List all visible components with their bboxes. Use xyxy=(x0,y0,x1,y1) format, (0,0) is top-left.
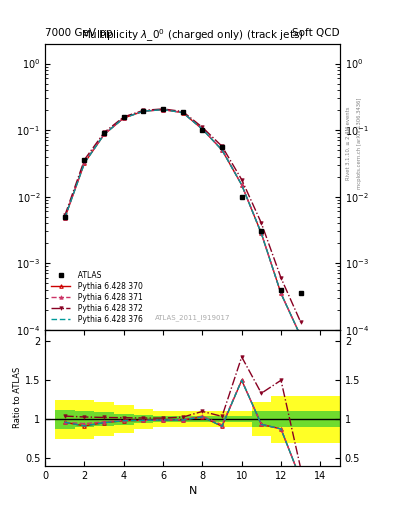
Text: 7000 GeV pp: 7000 GeV pp xyxy=(45,28,113,38)
  ATLAS xyxy=(82,157,87,163)
  Pythia 6.428 372 xyxy=(279,275,283,281)
  Pythia 6.428 372 xyxy=(62,212,67,219)
  Pythia 6.428 376 xyxy=(141,108,146,114)
  Pythia 6.428 371 xyxy=(180,110,185,116)
  Pythia 6.428 372 xyxy=(141,108,146,114)
  Pythia 6.428 376 xyxy=(200,126,205,132)
  Pythia 6.428 371 xyxy=(102,131,107,137)
  Pythia 6.428 376 xyxy=(279,290,283,296)
  Pythia 6.428 371 xyxy=(239,182,244,188)
Y-axis label: Ratio to ATLAS: Ratio to ATLAS xyxy=(13,367,22,429)
  Pythia 6.428 371 xyxy=(82,159,87,165)
  ATLAS xyxy=(239,194,244,200)
Line:   Pythia 6.428 370: Pythia 6.428 370 xyxy=(63,108,302,338)
  Pythia 6.428 371 xyxy=(220,146,224,153)
  Pythia 6.428 370 xyxy=(161,106,165,113)
  Pythia 6.428 372 xyxy=(121,114,126,120)
  Pythia 6.428 371 xyxy=(298,333,303,339)
  Pythia 6.428 376 xyxy=(298,333,303,339)
  Pythia 6.428 372 xyxy=(298,319,303,325)
  Pythia 6.428 370 xyxy=(200,126,205,132)
  Pythia 6.428 372 xyxy=(180,109,185,115)
  ATLAS xyxy=(279,287,283,293)
  Pythia 6.428 370 xyxy=(259,230,264,237)
  Pythia 6.428 370 xyxy=(121,115,126,121)
Line:   Pythia 6.428 371: Pythia 6.428 371 xyxy=(63,108,302,338)
  Pythia 6.428 370 xyxy=(279,290,283,296)
  Pythia 6.428 370 xyxy=(141,108,146,114)
  ATLAS xyxy=(121,114,126,120)
Title: Multiplicity $\lambda\_0^0$ (charged only) (track jets): Multiplicity $\lambda\_0^0$ (charged onl… xyxy=(81,27,304,44)
  ATLAS xyxy=(180,109,185,115)
  Pythia 6.428 376 xyxy=(62,215,67,221)
  ATLAS xyxy=(141,108,146,114)
  Pythia 6.428 372 xyxy=(239,177,244,183)
  Pythia 6.428 372 xyxy=(102,130,107,136)
  Pythia 6.428 376 xyxy=(180,110,185,116)
  Pythia 6.428 371 xyxy=(161,106,165,113)
  ATLAS xyxy=(102,130,107,136)
  Pythia 6.428 370 xyxy=(180,110,185,116)
Line:   ATLAS: ATLAS xyxy=(62,107,303,296)
Text: Rivet 3.1.10, ≥ 2.4M events: Rivet 3.1.10, ≥ 2.4M events xyxy=(345,106,350,180)
  Pythia 6.428 376 xyxy=(239,182,244,188)
  Pythia 6.428 371 xyxy=(279,290,283,296)
Line:   Pythia 6.428 376: Pythia 6.428 376 xyxy=(65,110,301,336)
  Pythia 6.428 376 xyxy=(259,230,264,237)
  Pythia 6.428 372 xyxy=(82,157,87,163)
  Pythia 6.428 370 xyxy=(298,333,303,339)
  Pythia 6.428 376 xyxy=(82,160,87,166)
  ATLAS xyxy=(259,228,264,234)
  Pythia 6.428 371 xyxy=(141,108,146,114)
  ATLAS xyxy=(161,106,165,113)
  ATLAS xyxy=(298,290,303,296)
  Pythia 6.428 370 xyxy=(220,147,224,153)
  Pythia 6.428 370 xyxy=(239,182,244,188)
  Pythia 6.428 376 xyxy=(121,115,126,121)
  Pythia 6.428 370 xyxy=(62,215,67,221)
  Pythia 6.428 376 xyxy=(161,106,165,113)
  Pythia 6.428 370 xyxy=(82,160,87,166)
  ATLAS xyxy=(62,214,67,220)
  Pythia 6.428 371 xyxy=(200,126,205,132)
  Pythia 6.428 372 xyxy=(200,124,205,131)
  Pythia 6.428 376 xyxy=(102,132,107,138)
  Pythia 6.428 372 xyxy=(220,143,224,150)
Text: Soft QCD: Soft QCD xyxy=(292,28,340,38)
  Pythia 6.428 376 xyxy=(220,147,224,153)
  ATLAS xyxy=(220,144,224,151)
Text: mcplots.cern.ch [arXiv:1306.3436]: mcplots.cern.ch [arXiv:1306.3436] xyxy=(357,98,362,189)
Legend:   ATLAS,   Pythia 6.428 370,   Pythia 6.428 371,   Pythia 6.428 372,   Pythia 6.: ATLAS, Pythia 6.428 370, Pythia 6.428 37… xyxy=(49,269,145,326)
  Pythia 6.428 371 xyxy=(259,230,264,237)
  Pythia 6.428 372 xyxy=(259,220,264,226)
Line:   Pythia 6.428 372: Pythia 6.428 372 xyxy=(63,107,302,324)
  Pythia 6.428 371 xyxy=(121,115,126,121)
  ATLAS xyxy=(200,127,205,133)
  Pythia 6.428 372 xyxy=(161,106,165,112)
Text: ATLAS_2011_I919017: ATLAS_2011_I919017 xyxy=(155,314,230,321)
  Pythia 6.428 371 xyxy=(62,215,67,221)
X-axis label: N: N xyxy=(188,486,197,496)
  Pythia 6.428 370 xyxy=(102,132,107,138)
